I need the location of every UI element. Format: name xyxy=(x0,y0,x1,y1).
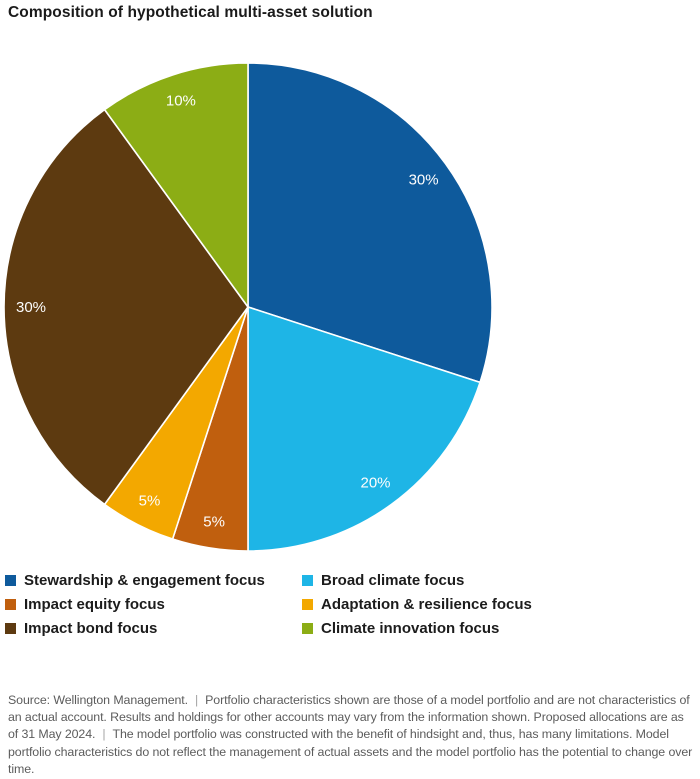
legend-item-label: Impact bond focus xyxy=(24,619,158,637)
footnote-segment: Portfolio characteristics shown are thos… xyxy=(8,693,690,742)
legend-item-adaptation-resilience-focus: Adaptation & resilience focus xyxy=(302,592,532,616)
chart-legend: Stewardship & engagement focus Impact equ… xyxy=(5,568,697,640)
footnote-segment: Source: Wellington Management. xyxy=(8,693,188,707)
legend-item-label: Climate innovation focus xyxy=(321,619,500,637)
legend-column-1: Stewardship & engagement focus Impact equ… xyxy=(5,568,302,640)
pie-slice-value-label: 5% xyxy=(203,513,225,530)
legend-item-label: Adaptation & resilience focus xyxy=(321,595,532,613)
footnote-segment: The model portfolio was constructed with… xyxy=(8,727,693,776)
footnote-separator: | xyxy=(194,693,199,707)
legend-swatch-icon xyxy=(5,622,16,634)
source-footnote: Source: Wellington Management. | Portfolio… xyxy=(8,692,696,778)
pie-slice-impact-bond-focus xyxy=(3,108,249,506)
legend-swatch-icon xyxy=(5,598,16,610)
pie-slice-stewardship-engagement-focus xyxy=(247,62,493,384)
legend-item-stewardship-engagement-focus: Stewardship & engagement focus xyxy=(5,568,302,592)
legend-item-label: Broad climate focus xyxy=(321,571,465,589)
pie-slice-value-label: 5% xyxy=(139,492,161,509)
legend-swatch-icon xyxy=(302,622,313,634)
legend-item-climate-innovation-focus: Climate innovation focus xyxy=(302,616,532,640)
legend-item-label: Stewardship & engagement focus xyxy=(24,571,265,589)
legend-column-2: Broad climate focus Adaptation & resilien… xyxy=(302,568,532,640)
pie-slice-value-label: 30% xyxy=(16,299,46,316)
legend-item-impact-bond-focus: Impact bond focus xyxy=(5,616,302,640)
pie-chart: 30% 20% 5% 5% 30% 10% xyxy=(3,62,493,552)
legend-swatch-icon xyxy=(5,574,16,586)
pie-slice-climate-innovation-focus xyxy=(103,62,249,308)
legend-swatch-icon xyxy=(302,574,313,586)
legend-swatch-icon xyxy=(302,598,313,610)
legend-item-impact-equity-focus: Impact equity focus xyxy=(5,592,302,616)
legend-item-broad-climate-focus: Broad climate focus xyxy=(302,568,532,592)
pie-slice-value-label: 30% xyxy=(409,172,439,189)
footnote-separator: | xyxy=(102,727,106,742)
pie-slice-value-label: 10% xyxy=(166,93,196,110)
page-title: Composition of hypothetical multi-asset … xyxy=(8,4,373,21)
pie-slice-broad-climate-focus xyxy=(247,306,481,552)
legend-item-label: Impact equity focus xyxy=(24,595,165,613)
pie-slice-value-label: 20% xyxy=(360,475,390,492)
